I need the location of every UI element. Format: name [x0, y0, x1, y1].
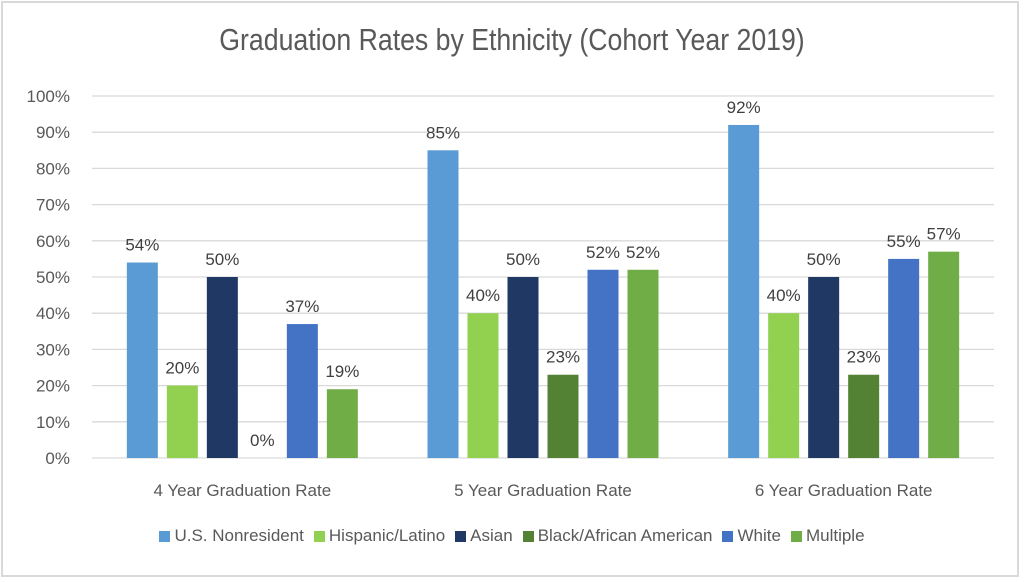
data-label: 54%	[125, 236, 159, 255]
y-tick-label: 60%	[36, 232, 70, 251]
legend-item: Asian	[455, 526, 513, 546]
data-label: 20%	[165, 359, 199, 378]
y-axis: 0% 10% 20% 30% 40% 50% 60% 70% 80% 90% 100%	[27, 87, 70, 468]
x-category-label: 6 Year Graduation Rate	[755, 481, 933, 500]
y-tick-label: 10%	[36, 413, 70, 432]
y-tick-label: 20%	[36, 377, 70, 396]
legend-label: Asian	[470, 526, 513, 545]
data-label: 40%	[466, 286, 500, 305]
legend-swatch	[790, 530, 802, 542]
y-tick-label: 90%	[36, 123, 70, 142]
bar-white	[587, 269, 619, 458]
bar-white	[888, 258, 920, 458]
data-label: 19%	[325, 362, 359, 381]
legend-label: Multiple	[805, 526, 865, 545]
legend-item: U.S. Nonresident	[159, 526, 304, 546]
bar-black-african-american	[848, 374, 880, 458]
data-label: 52%	[586, 243, 620, 262]
bar-asian	[808, 277, 840, 458]
data-label: 85%	[426, 123, 460, 142]
data-label: 92%	[727, 98, 761, 117]
bar-multiple	[326, 389, 358, 458]
data-label: 57%	[927, 225, 961, 244]
bar-multiple	[928, 251, 960, 458]
x-axis: 4 Year Graduation Rate 5 Year Graduation …	[153, 481, 932, 500]
legend-swatch	[722, 530, 734, 542]
legend: U.S. Nonresident Hispanic/Latino Asian Blac…	[0, 526, 1024, 546]
bar-asian	[206, 277, 238, 458]
y-tick-label: 30%	[36, 340, 70, 359]
y-tick-label: 0%	[45, 449, 70, 468]
legend-item: White	[722, 526, 781, 546]
data-label: 0%	[250, 431, 275, 450]
bar-hispanic-latino	[467, 313, 499, 458]
legend-label: Hispanic/Latino	[328, 526, 446, 545]
legend-item: Multiple	[790, 526, 865, 546]
legend-label: Black/African American	[537, 526, 713, 545]
bar-black-african-american	[547, 374, 579, 458]
data-label: 50%	[205, 250, 239, 269]
chart-title: Graduation Rates by Ethnicity (Cohort Ye…	[219, 22, 805, 57]
legend-swatch	[159, 530, 171, 542]
data-label: 23%	[546, 348, 580, 367]
y-tick-label: 40%	[36, 304, 70, 323]
legend-item: Black/African American	[522, 526, 713, 546]
bar-u-s-nonresident	[728, 124, 760, 459]
legend-swatch	[313, 530, 325, 542]
data-label: 55%	[887, 232, 921, 251]
x-category-label: 4 Year Graduation Rate	[153, 481, 331, 500]
bar-hispanic-latino	[166, 385, 198, 458]
data-labels: 54% 20% 50% 0% 37% 19% 85% 40% 50% 23% 52% 52% 92% 40…	[125, 98, 960, 450]
legend-label: White	[737, 526, 781, 545]
gridlines	[92, 95, 994, 459]
data-label: 50%	[807, 250, 841, 269]
data-label: 37%	[285, 297, 319, 316]
legend-swatch	[522, 530, 534, 542]
bars	[126, 124, 960, 459]
y-tick-label: 50%	[36, 268, 70, 287]
y-tick-label: 100%	[27, 87, 70, 106]
data-label: 50%	[506, 250, 540, 269]
data-label: 23%	[847, 348, 881, 367]
bar-asian	[507, 277, 539, 458]
bar-hispanic-latino	[768, 313, 800, 458]
y-tick-label: 70%	[36, 196, 70, 215]
legend-item: Hispanic/Latino	[313, 526, 446, 546]
legend-label: U.S. Nonresident	[174, 526, 304, 545]
legend-swatch	[455, 530, 467, 542]
data-label: 40%	[767, 286, 801, 305]
bar-u-s-nonresident	[427, 150, 459, 459]
y-tick-label: 80%	[36, 159, 70, 178]
bar-u-s-nonresident	[126, 262, 158, 458]
x-category-label: 5 Year Graduation Rate	[454, 481, 632, 500]
data-label: 52%	[626, 243, 660, 262]
bar-multiple	[627, 269, 659, 458]
bar-white	[286, 324, 318, 458]
